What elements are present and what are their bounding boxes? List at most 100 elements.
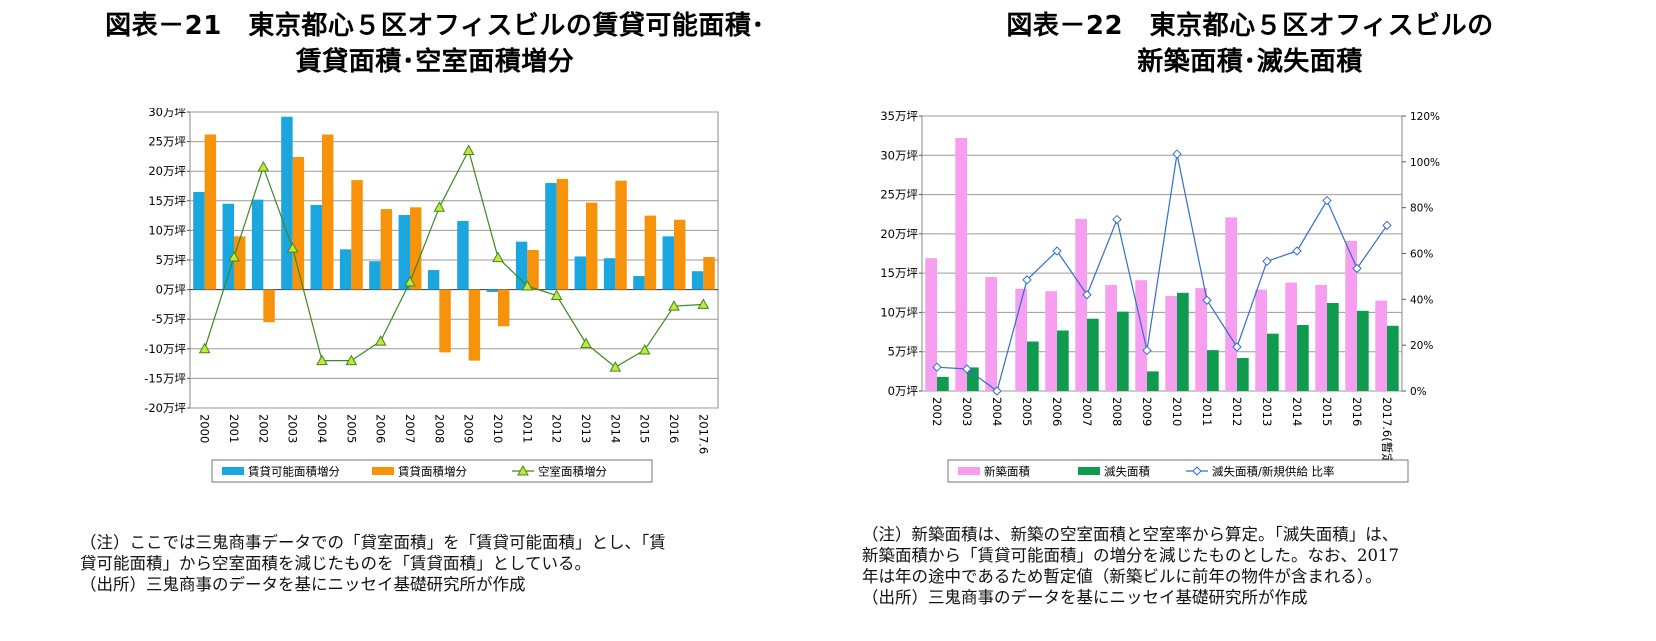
bar-2 [351, 180, 363, 290]
y-tick-label: -20万坪 [144, 401, 186, 415]
y-tick-label: 30万坪 [880, 148, 918, 162]
left-note-1: （注）ここでは三鬼商事データでの「貸室面積」を「賃貸可能面積」とし、「賃 [80, 533, 666, 552]
bar-2 [556, 178, 569, 290]
bar-2 [1387, 325, 1399, 391]
x-tick-label: 2003 [960, 397, 974, 426]
y-tick-label: 20万坪 [148, 164, 186, 178]
x-tick-label: 2008 [432, 414, 446, 443]
legend-label: 賃貸面積増分 [398, 465, 467, 479]
y-tick-label: 10万坪 [148, 223, 186, 237]
y-tick-label: 20万坪 [880, 227, 918, 241]
bar-2 [498, 289, 510, 327]
y-tick-label: -15万坪 [144, 371, 186, 385]
legend-marker [1192, 466, 1202, 476]
series-line-3 [936, 153, 1388, 393]
bar-1 [1135, 280, 1147, 391]
line-point [198, 342, 211, 354]
y-tick-label: 15万坪 [148, 194, 186, 208]
bar-2 [586, 202, 598, 290]
bar-2 [1117, 311, 1129, 391]
bar-2 [439, 289, 451, 353]
x-tick-label: 2017.6(暫定) [1380, 397, 1394, 469]
right-chart: 35万坪 30万坪 25万坪 20万坪 15万坪 10万坪 5万坪 0万坪 120% 100% 80… [880, 109, 1440, 483]
bar-2 [527, 249, 539, 290]
y-tick-label: 10万坪 [880, 305, 918, 319]
bar-1 [281, 116, 293, 290]
line-point [1112, 214, 1122, 225]
x-tick-label: 2015 [638, 414, 652, 443]
y2-tick-label: 120% [1410, 111, 1440, 123]
bar-2 [468, 289, 481, 361]
bar-2 [1147, 371, 1159, 391]
bar-1 [1285, 282, 1297, 391]
legend-marker [517, 464, 529, 476]
bar-1 [574, 256, 586, 290]
right-note-1: （注）新築面積は、新築の空室面積と空室率から算定。「滅失面積」は、 [862, 525, 1399, 544]
bar-1 [427, 270, 440, 290]
bar-1 [251, 199, 264, 290]
legend-label: 滅失面積/新規供給 比率 [1212, 465, 1335, 479]
line-point [462, 144, 475, 155]
x-tick-label: 2005 [1020, 397, 1034, 426]
line-point [1262, 256, 1272, 266]
line-point [228, 251, 240, 262]
bar-2 [1267, 333, 1279, 391]
x-tick-label: 2013 [1260, 397, 1274, 426]
y-tick-label: 25万坪 [148, 135, 186, 149]
right-chart-title: 図表－22 東京都心５区オフィスビルの 新築面積･滅失面積 [900, 8, 1600, 80]
bar-1 [1045, 291, 1057, 391]
x-tick-label: 2012 [550, 414, 564, 443]
left-chart: 30万坪 25万坪 20万坪 15万坪 10万坪 5万坪 0万坪 -5万坪 -10万坪 -15万坪… [144, 108, 719, 483]
x-tick-label: 2002 [256, 414, 270, 443]
bar-2 [615, 180, 627, 290]
bar-2 [1177, 292, 1189, 391]
y-tick-label: -5万坪 [152, 312, 187, 326]
bar-1 [1015, 288, 1027, 391]
line-point [962, 364, 972, 374]
bar-1 [1255, 289, 1267, 391]
line-point [286, 242, 299, 253]
legend-swatch [958, 467, 980, 475]
x-tick-label: 2009 [1140, 397, 1154, 426]
bar-2 [410, 207, 422, 290]
bar-1 [369, 261, 381, 290]
bar-2 [1357, 310, 1369, 391]
bar-2 [322, 134, 334, 290]
right-note-3: 年は年の途中であるため暫定値（新築ビルに前年の物件が含まれる）。 [862, 567, 1382, 586]
right-notes: （注）新築面積は、新築の空室面積と空室率から算定。「滅失面積」は、 新築面積から… [862, 524, 1602, 608]
bar-1 [457, 220, 469, 290]
x-tick-label: 2009 [462, 414, 476, 443]
y-tick-label: 5万坪 [888, 345, 919, 359]
x-tick-label: 2016 [1350, 397, 1364, 426]
bar-2 [380, 209, 393, 290]
line-point [1292, 246, 1302, 256]
x-tick-label: 2013 [579, 414, 593, 443]
bar-1 [1195, 288, 1207, 391]
x-tick-label: 2005 [344, 414, 358, 443]
bar-1 [398, 215, 410, 290]
line-point [1022, 275, 1032, 285]
x-tick-label: 2016 [667, 414, 681, 443]
y2-tick-label: 80% [1410, 203, 1433, 215]
bar-1 [1225, 217, 1237, 391]
legend-label: 新築面積 [984, 465, 1030, 479]
line-point [668, 300, 680, 311]
x-tick-label: 2007 [403, 414, 417, 443]
line-point [374, 335, 387, 346]
right-title-line1: 図表－22 東京都心５区オフィスビルの [1006, 11, 1494, 41]
bar-1 [310, 204, 322, 290]
left-note-2: 貸可能面積」から空室面積を減じたものを「賃貸面積」としている。 [80, 554, 592, 573]
legend-label: 滅失面積 [1104, 465, 1150, 479]
bar-2 [937, 376, 949, 391]
left-chart-title: 図表－21 東京都心５区オフィスビルの賃貸可能面積･ 賃貸面積･空室面積増分 [40, 8, 830, 80]
line-point [1322, 195, 1332, 206]
legend-box [211, 459, 653, 483]
right-source: （出所）三鬼商事のデータを基にニッセイ基礎研究所が作成 [862, 588, 1308, 607]
bar-1 [222, 203, 234, 290]
bar-1 [545, 183, 557, 290]
x-tick-label: 2008 [1110, 397, 1124, 426]
bar-2 [292, 156, 305, 290]
bar-1 [339, 249, 352, 290]
x-tick-label: 2014 [608, 414, 622, 443]
bar-2 [1327, 303, 1339, 391]
